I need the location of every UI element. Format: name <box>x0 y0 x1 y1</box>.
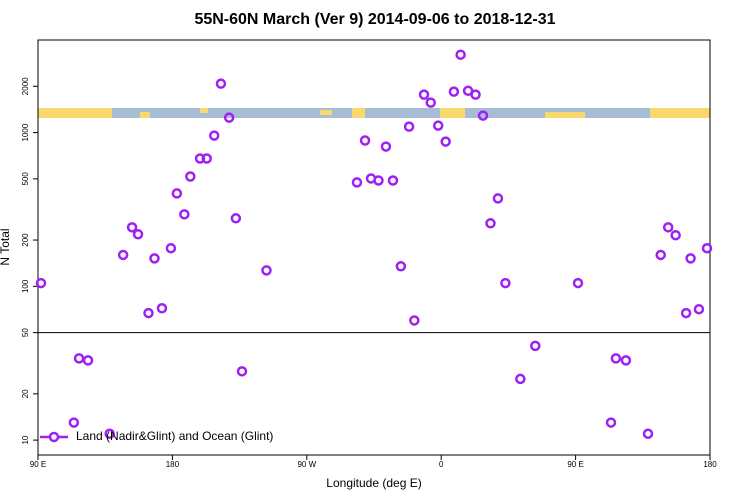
data-point <box>662 222 674 233</box>
data-point <box>185 171 196 182</box>
y-tick-label: 1000 <box>21 123 30 141</box>
data-point <box>261 265 272 276</box>
data-point <box>485 218 496 229</box>
data-point <box>572 277 584 289</box>
data-point <box>143 307 154 319</box>
data-point <box>440 136 451 147</box>
data-point <box>230 213 242 224</box>
data-point <box>477 110 489 121</box>
y-tick-label: 2000 <box>21 77 30 95</box>
data-point <box>403 121 415 132</box>
data-point <box>448 86 460 97</box>
data-point <box>455 49 466 60</box>
x-tick-label: 90 E <box>30 460 46 469</box>
map-ocean <box>112 108 352 118</box>
data-point <box>149 253 160 264</box>
x-tick-label: 180 <box>703 460 717 469</box>
data-point <box>351 177 363 188</box>
data-point <box>492 193 504 204</box>
y-tick-label: 200 <box>21 233 30 247</box>
data-point <box>373 175 384 186</box>
y-tick-label: 100 <box>21 279 30 293</box>
data-point <box>35 277 47 289</box>
data-point <box>418 89 430 100</box>
data-point <box>117 249 129 261</box>
data-point <box>104 428 115 439</box>
x-tick-label: 90 W <box>297 460 316 469</box>
data-point <box>132 229 144 240</box>
data-point <box>387 175 399 186</box>
x-tick-label: 0 <box>439 460 444 469</box>
data-point <box>73 353 85 364</box>
y-axis-label: N Total <box>0 228 12 265</box>
data-point <box>201 153 212 164</box>
y-tick-label: 500 <box>21 172 30 186</box>
data-point <box>701 242 713 254</box>
data-point <box>620 355 632 366</box>
y-tick-label: 10 <box>21 435 30 444</box>
chart-title: 55N-60N March (Ver 9) 2014-09-06 to 2018… <box>194 11 555 28</box>
data-point <box>68 417 80 428</box>
data-point <box>395 261 407 272</box>
map-land <box>545 112 585 118</box>
map-land <box>140 112 150 118</box>
data-point <box>680 307 692 319</box>
data-point <box>171 188 183 199</box>
data-point <box>530 340 541 352</box>
data-point <box>670 229 681 241</box>
map-land <box>320 110 332 115</box>
data-point <box>126 222 138 233</box>
data-point <box>685 253 696 264</box>
data-point <box>179 209 190 220</box>
x-tick-label: 90 E <box>567 460 583 469</box>
data-point <box>236 366 248 377</box>
data-point <box>425 97 436 108</box>
data-point <box>500 277 511 289</box>
map-land <box>440 108 465 118</box>
legend-marker <box>48 431 60 443</box>
legend-label: Land (Nadir&Glint) and Ocean (Glint) <box>76 429 273 443</box>
data-point <box>655 249 666 261</box>
data-point <box>380 141 392 152</box>
map-land <box>200 108 208 113</box>
data-point <box>223 112 235 123</box>
data-point <box>359 135 371 146</box>
data-point <box>156 303 168 314</box>
y-tick-label: 50 <box>21 328 30 337</box>
data-point <box>610 353 622 364</box>
data-point <box>605 417 617 428</box>
data-point <box>642 428 654 439</box>
data-point <box>470 89 481 100</box>
data-point <box>409 315 420 326</box>
map-ocean <box>365 108 650 118</box>
x-axis-label: Longitude (deg E) <box>326 476 421 490</box>
map-strip <box>38 108 710 118</box>
data-point <box>82 355 94 366</box>
data-point <box>515 373 526 385</box>
x-tick-label: 180 <box>166 460 180 469</box>
data-point <box>432 120 444 131</box>
data-point <box>215 78 227 89</box>
data-point <box>693 303 705 315</box>
y-tick-label: 20 <box>21 389 30 398</box>
data-point <box>194 153 206 164</box>
data-point <box>208 130 220 141</box>
data-point <box>165 242 177 254</box>
